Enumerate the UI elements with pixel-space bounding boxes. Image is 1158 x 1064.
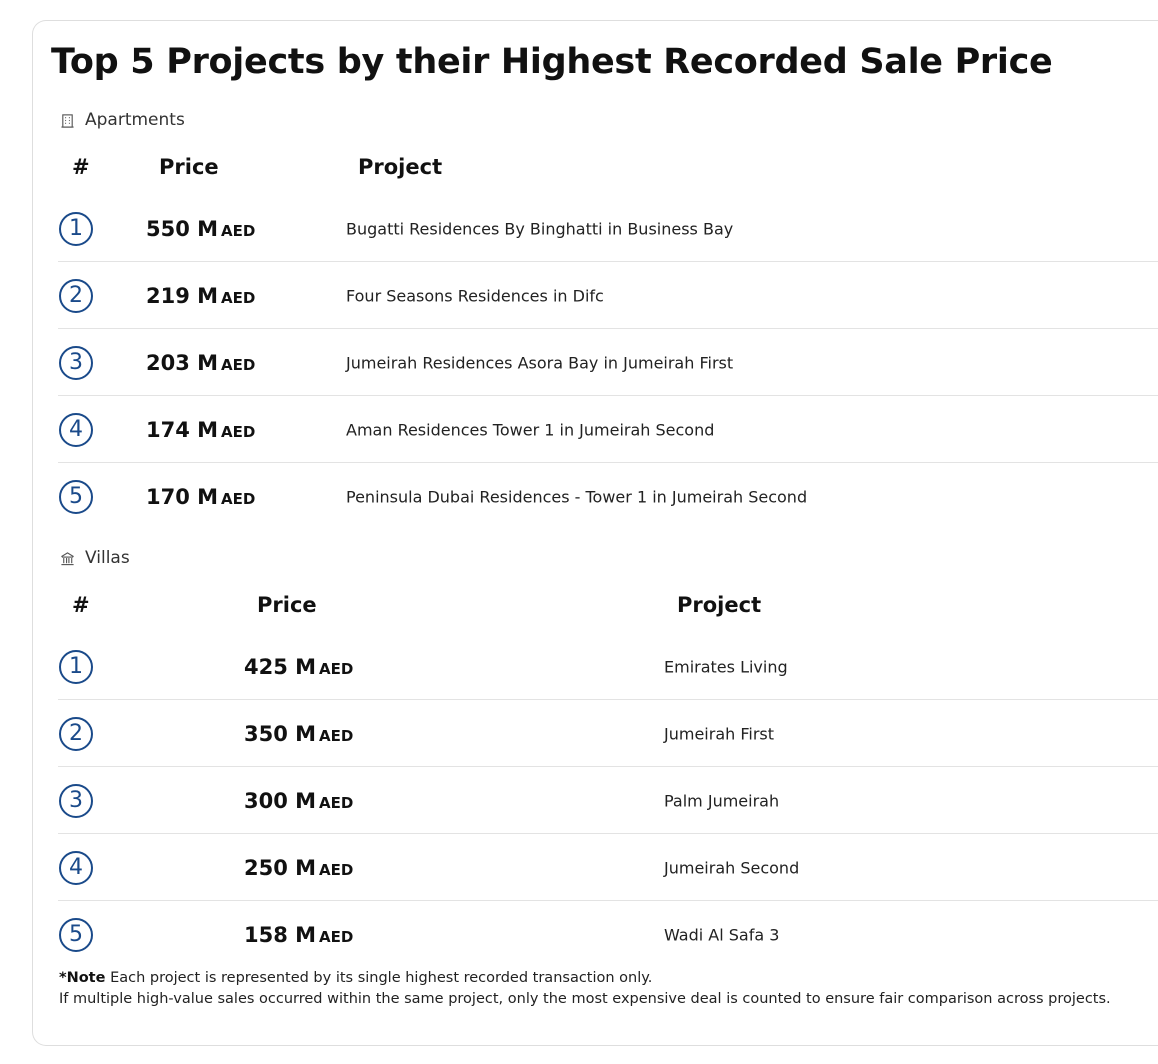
- section-label-apartments: Apartments: [60, 110, 185, 130]
- building-icon: [60, 113, 75, 128]
- rank-badge: 2: [59, 278, 93, 313]
- table-row: 3 300 M AED Palm Jumeirah: [58, 767, 1158, 834]
- table-row: 1 425 M AED Emirates Living: [58, 633, 1158, 700]
- section-label-text: Villas: [85, 548, 130, 568]
- table-row: 2 219 M AED Four Seasons Residences in Di…: [58, 262, 1158, 329]
- footnote-line-1: *Note Each project is represented by its…: [59, 970, 653, 986]
- currency-label: AED: [221, 489, 256, 508]
- project-name: Jumeirah Second: [664, 858, 800, 877]
- project-name: Peninsula Dubai Residences - Tower 1 in …: [346, 487, 808, 506]
- project-name: Emirates Living: [664, 657, 788, 676]
- rank-badge: 1: [59, 649, 93, 684]
- currency-label: AED: [319, 659, 354, 678]
- rank-badge: 5: [59, 479, 93, 514]
- price-value: 250 M AED: [244, 855, 354, 880]
- project-name: Palm Jumeirah: [664, 791, 780, 810]
- table-row: 2 350 M AED Jumeirah First: [58, 700, 1158, 767]
- project-name: Jumeirah First: [664, 724, 775, 743]
- currency-label: AED: [319, 927, 354, 946]
- project-name: Aman Residences Tower 1 in Jumeirah Seco…: [346, 420, 715, 439]
- rank-badge: 3: [59, 345, 93, 380]
- footnote-label: *Note: [59, 970, 106, 986]
- section-label-text: Apartments: [85, 110, 185, 130]
- header-price: Price: [257, 593, 317, 617]
- currency-label: AED: [221, 355, 256, 374]
- currency-label: AED: [221, 422, 256, 441]
- rank-badge: 4: [59, 850, 93, 885]
- rank-badge: 5: [59, 917, 93, 952]
- project-name: Wadi Al Safa 3: [664, 925, 780, 944]
- table-row: 3 203 M AED Jumeirah Residences Asora Bay…: [58, 329, 1158, 396]
- currency-label: AED: [319, 793, 354, 812]
- price-value: 425 M AED: [244, 654, 354, 679]
- page-title: Top 5 Projects by their Highest Recorded…: [51, 42, 1053, 82]
- rank-badge: 2: [59, 716, 93, 751]
- price-value: 300 M AED: [244, 788, 354, 813]
- currency-label: AED: [319, 726, 354, 745]
- rank-badge: 1: [59, 211, 93, 246]
- table-row: 4 250 M AED Jumeirah Second: [58, 834, 1158, 901]
- rank-badge: 4: [59, 412, 93, 447]
- header-project: Project: [358, 155, 443, 179]
- table-row: 5 170 M AED Peninsula Dubai Residences - …: [58, 463, 1158, 530]
- table-row: 5 158 M AED Wadi Al Safa 3: [58, 901, 1158, 968]
- price-value: 170 M AED: [146, 484, 256, 509]
- header-rank: #: [72, 155, 90, 179]
- project-name: Jumeirah Residences Asora Bay in Jumeira…: [346, 353, 734, 372]
- footnote-line-2: If multiple high-value sales occurred wi…: [59, 991, 1111, 1007]
- currency-label: AED: [221, 221, 256, 240]
- ranking-card: [32, 20, 1158, 1046]
- header-rank: #: [72, 593, 90, 617]
- section-label-villas: Villas: [60, 548, 130, 568]
- villa-icon: [60, 551, 75, 566]
- project-name: Four Seasons Residences in Difc: [346, 286, 604, 305]
- project-name: Bugatti Residences By Binghatti in Busin…: [346, 219, 734, 238]
- rank-badge: 3: [59, 783, 93, 818]
- currency-label: AED: [221, 288, 256, 307]
- price-value: 158 M AED: [244, 922, 354, 947]
- currency-label: AED: [319, 860, 354, 879]
- table-row: 1 550 M AED Bugatti Residences By Binghat…: [58, 195, 1158, 262]
- price-value: 219 M AED: [146, 283, 256, 308]
- footnote: *Note Each project is represented by its…: [59, 968, 1111, 1010]
- price-value: 350 M AED: [244, 721, 354, 746]
- table-row: 4 174 M AED Aman Residences Tower 1 in Ju…: [58, 396, 1158, 463]
- header-price: Price: [159, 155, 219, 179]
- price-value: 203 M AED: [146, 350, 256, 375]
- price-value: 550 M AED: [146, 216, 256, 241]
- header-project: Project: [677, 593, 762, 617]
- price-value: 174 M AED: [146, 417, 256, 442]
